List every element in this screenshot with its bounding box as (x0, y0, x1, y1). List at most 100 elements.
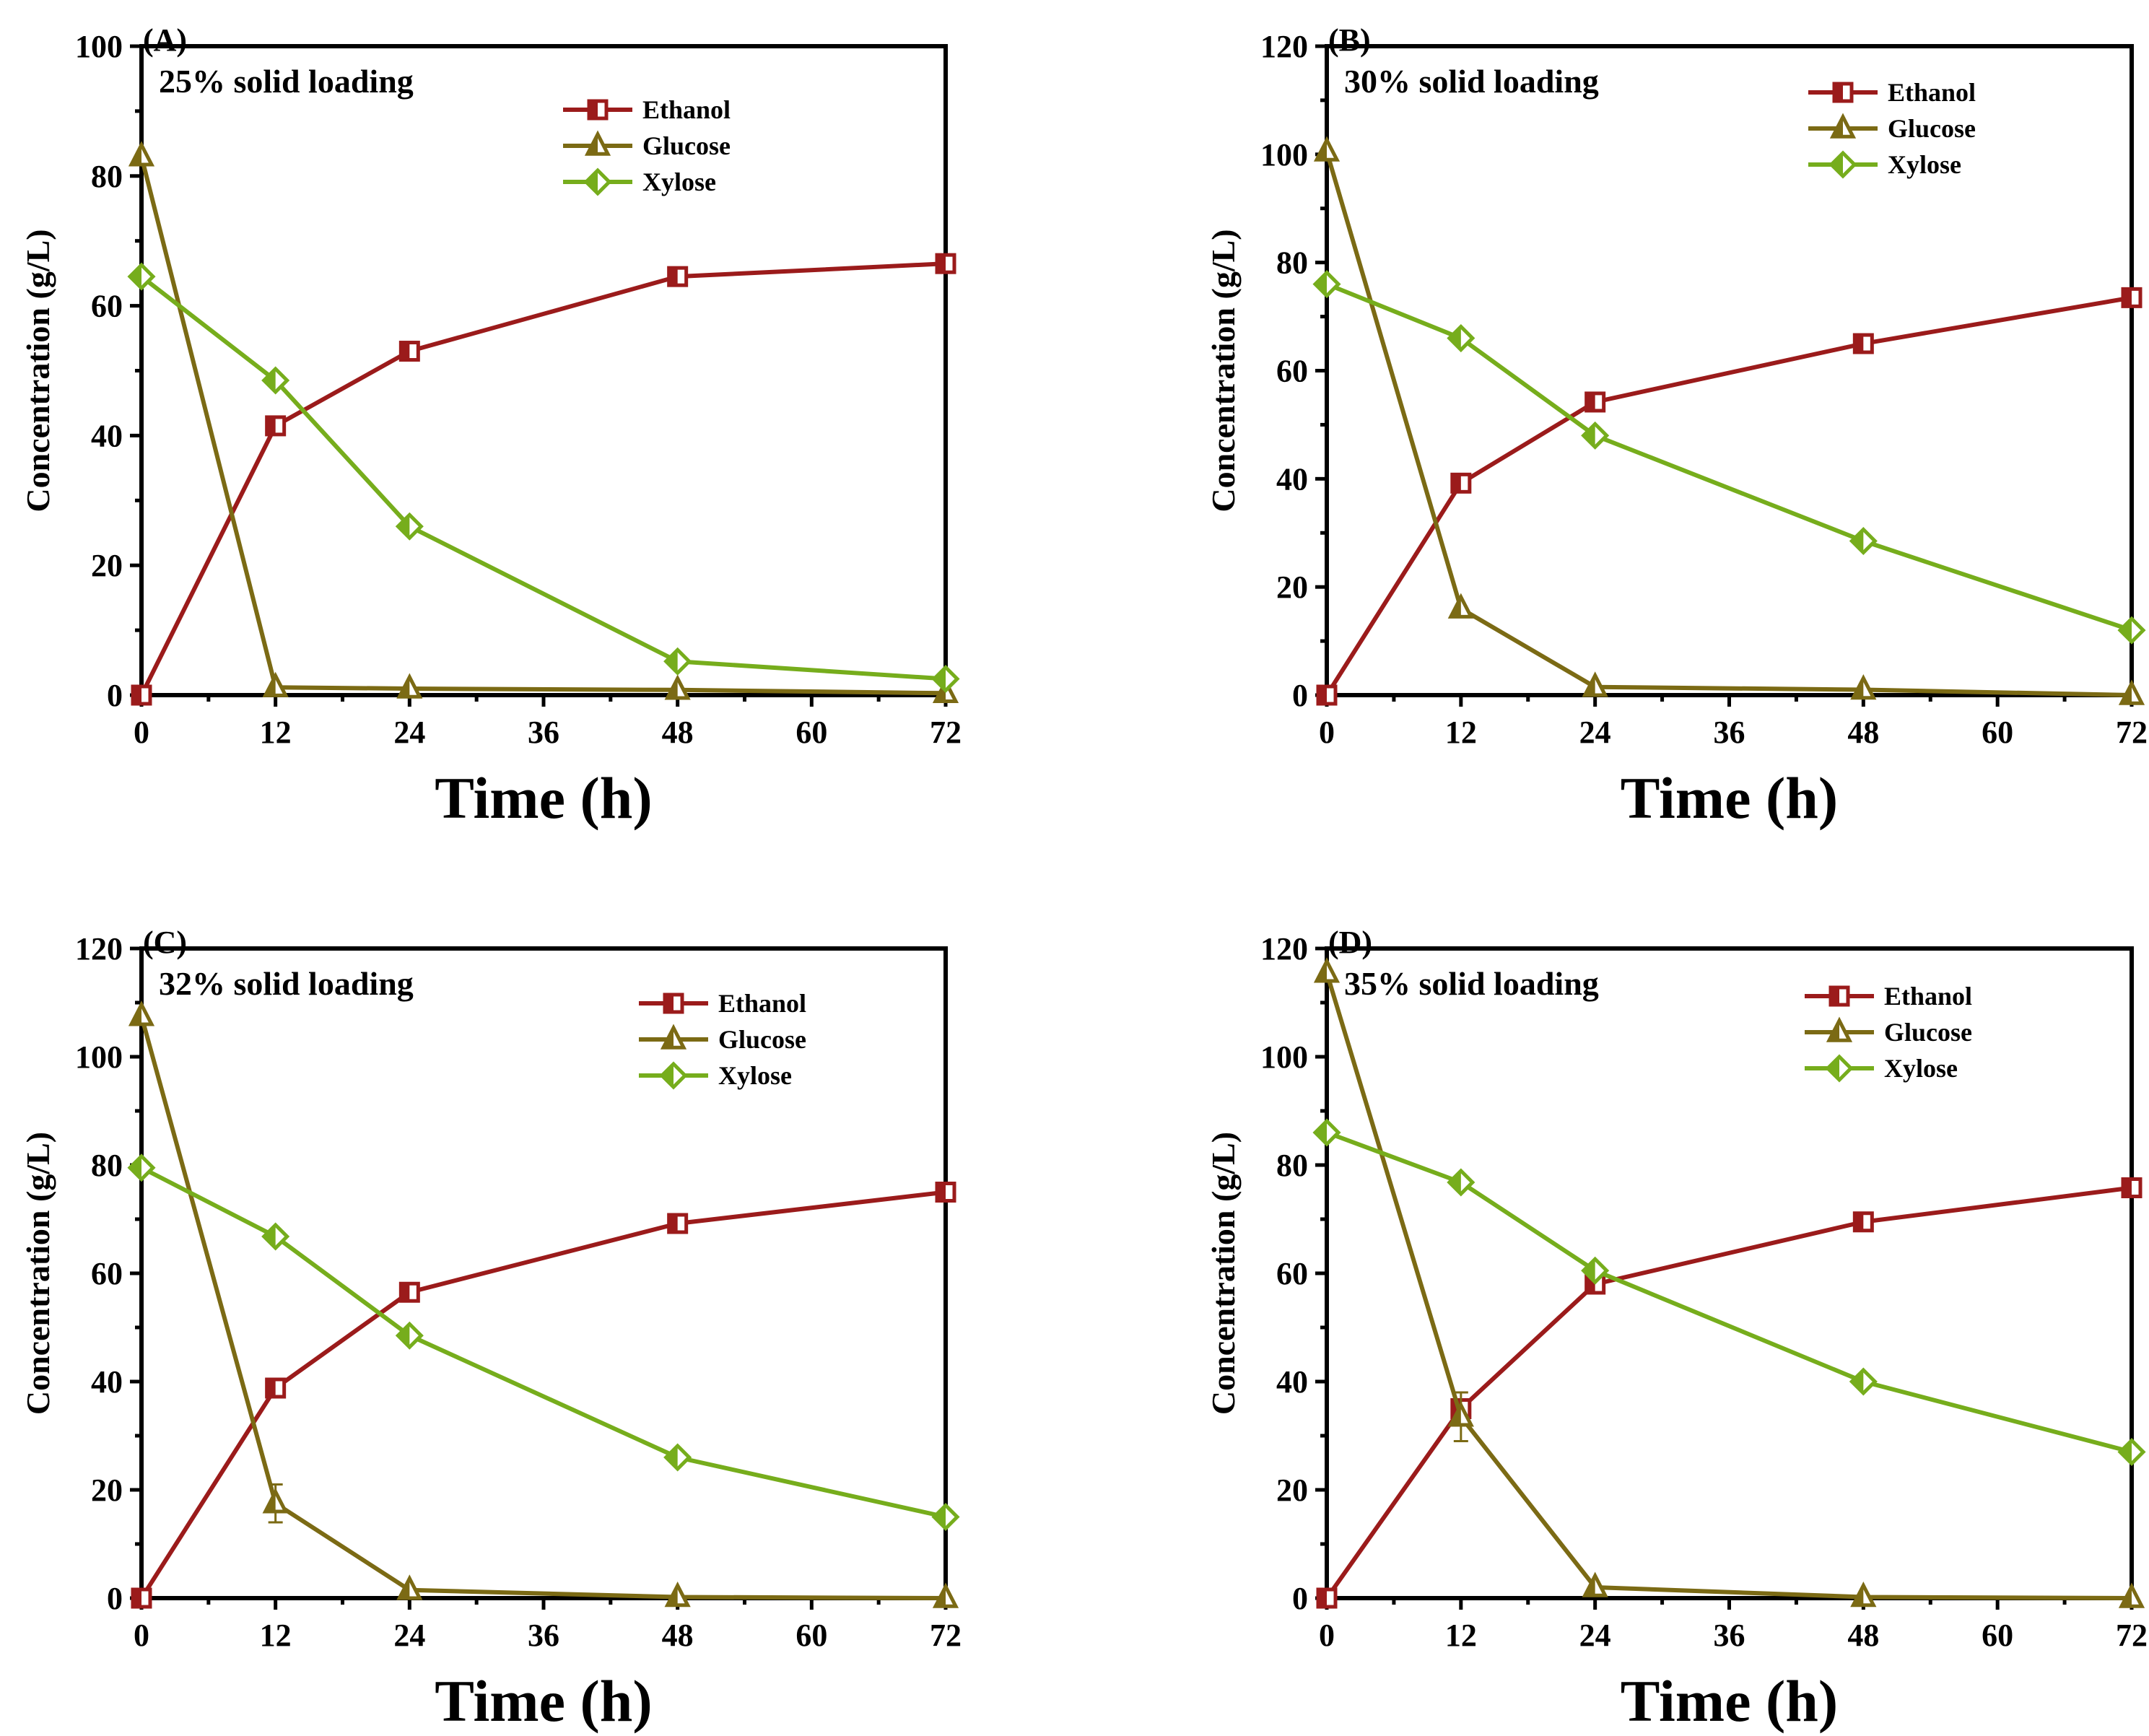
data-point-half (263, 368, 276, 392)
data-point-half (399, 677, 410, 697)
y-tick-label: 100 (1260, 1039, 1308, 1075)
data-point-half (265, 1491, 276, 1512)
plot-frame (1325, 946, 2134, 1600)
legend-marker-half (663, 1028, 674, 1048)
y-tick-label: 60 (91, 289, 123, 324)
legend-marker-half (665, 995, 674, 1012)
y-tick-label: 0 (1292, 678, 1308, 713)
series-glucose (1313, 957, 2145, 1608)
y-tick-label: 40 (1276, 1364, 1308, 1400)
y-tick-label: 20 (91, 548, 123, 583)
data-point-half (130, 265, 141, 289)
x-tick-label: 48 (662, 715, 694, 750)
series-xylose (127, 262, 960, 694)
chart-panel-3: 0 12 24 36 48 60 72 0 20 40 60 80 100 120 Time (h) Conc… (1205, 925, 2148, 1734)
series-glucose (128, 1000, 959, 1608)
x-tick-label: 48 (1847, 715, 1879, 750)
data-point-half (2122, 684, 2132, 704)
legend-label: Glucose (1888, 114, 1976, 143)
x-tick-label: 0 (134, 1618, 149, 1653)
y-tick-label: 0 (107, 1581, 123, 1616)
series-xylose (127, 1153, 960, 1532)
data-point-half (1853, 678, 1864, 698)
y-tick-label: 20 (91, 1473, 123, 1508)
data-point-half (1584, 1576, 1595, 1596)
panel-annotation: 25% solid loading (159, 63, 414, 100)
y-tick-label: 40 (91, 1364, 123, 1400)
chart-panel-1: 0 12 24 36 48 60 72 0 20 40 60 80 100 120 Time (h) Conc… (1205, 22, 2148, 831)
series-line (139, 156, 946, 696)
data-point-half (401, 1283, 410, 1301)
y-axis-title: Concentration (g/L) (19, 229, 56, 512)
legend-label: Xylose (718, 1061, 792, 1090)
legend-marker-half (1831, 153, 1843, 176)
y-tick-label: 80 (91, 159, 123, 194)
x-axis-title: Time (h) (435, 765, 652, 831)
y-tick-label: 120 (1260, 29, 1308, 64)
x-axis-title: Time (h) (1621, 765, 1838, 831)
series-xylose (1312, 270, 2146, 645)
data-point-half (401, 342, 410, 360)
series-ethanol (131, 253, 956, 706)
data-point-half (666, 1446, 678, 1469)
legend-marker-half (662, 1064, 674, 1087)
y-tick-label: 0 (107, 678, 123, 713)
legend-label: Glucose (718, 1025, 806, 1054)
data-point-half (1852, 1370, 1864, 1393)
y-tick-label: 120 (75, 931, 123, 967)
data-point-half (1452, 474, 1461, 492)
data-point-half (1318, 1589, 1327, 1607)
legend: Ethanol Glucose Xylose (1808, 78, 1976, 179)
panel-letter: (A) (143, 22, 187, 58)
data-point-half (131, 1004, 141, 1024)
data-point-half (265, 676, 276, 696)
data-point-half (266, 416, 276, 435)
x-tick-label: 12 (260, 1618, 292, 1653)
series-glucose (1313, 136, 2145, 705)
data-point-half (1449, 1171, 1461, 1194)
data-point-half (133, 686, 141, 704)
data-point-half (398, 1324, 410, 1348)
series-ethanol (131, 1182, 956, 1609)
legend-marker-half (586, 170, 598, 193)
data-point-half (668, 1215, 678, 1232)
data-point-half (133, 1589, 141, 1607)
x-tick-label: 60 (1982, 1618, 2013, 1653)
data-point-half (131, 144, 141, 165)
y-tick-label: 120 (1260, 931, 1308, 967)
y-tick-label: 40 (91, 418, 123, 453)
series-line (139, 1015, 946, 1600)
data-point-half (2120, 619, 2132, 642)
data-point-half (1449, 326, 1461, 350)
legend-label: Glucose (1884, 1018, 1972, 1047)
panel-letter: (C) (143, 925, 187, 960)
series-line (140, 1166, 946, 1519)
data-point-half (1583, 424, 1595, 448)
y-tick-label: 100 (1260, 137, 1308, 173)
data-point-half (130, 1156, 141, 1179)
data-point-half (1315, 272, 1327, 296)
data-point-half (1450, 1405, 1461, 1425)
data-point-half (937, 255, 946, 273)
x-tick-label: 36 (528, 715, 559, 750)
y-tick-label: 60 (1276, 1256, 1308, 1291)
y-tick-label: 80 (1276, 245, 1308, 281)
x-tick-label: 0 (1319, 715, 1335, 750)
panel-letter: (D) (1328, 925, 1372, 960)
series-line (1325, 1130, 2132, 1454)
x-tick-label: 24 (1579, 715, 1611, 750)
x-tick-label: 72 (930, 715, 962, 750)
data-point-half (1584, 675, 1595, 695)
y-tick-label: 60 (1276, 354, 1308, 389)
panel-annotation: 35% solid loading (1344, 965, 1599, 1002)
data-point-half (2123, 289, 2132, 307)
panel-annotation: 30% solid loading (1344, 63, 1599, 100)
x-tick-label: 12 (260, 715, 292, 750)
x-tick-label: 36 (1714, 715, 1745, 750)
plot-frame (139, 946, 948, 1600)
series-ethanol (1316, 287, 2143, 706)
data-point-half (934, 1505, 946, 1529)
legend-marker-half (1834, 84, 1843, 101)
data-point-half (668, 268, 678, 286)
series-line (1325, 1185, 2132, 1600)
